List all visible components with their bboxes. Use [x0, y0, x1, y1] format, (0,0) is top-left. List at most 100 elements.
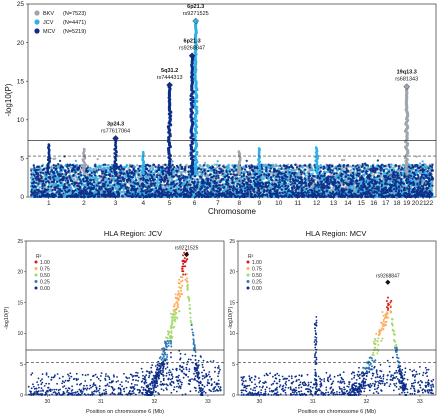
- manhattan-point-mcv: [57, 195, 60, 199]
- manhattan-point-mcv: [254, 173, 257, 176]
- manhattan-point-bkv: [227, 164, 231, 167]
- manhattan-point-mcv: [126, 174, 130, 177]
- manhattan-point-jcv: [193, 178, 197, 181]
- manhattan-point-mcv: [164, 163, 167, 166]
- manhattan-point-mcv: [179, 183, 182, 186]
- manhattan-point-mcv: [161, 166, 164, 169]
- manhattan-point-mcv: [228, 176, 231, 179]
- manhattan-point-mcv: [208, 192, 211, 195]
- manhattan-point-mcv: [213, 189, 216, 192]
- manhattan-point-mcv: [229, 173, 233, 176]
- manhattan-point-mcv: [261, 181, 264, 184]
- manhattan-point-mcv: [228, 190, 232, 194]
- manhattan-point-mcv: [217, 176, 220, 179]
- manhattan-point-mcv: [242, 183, 245, 186]
- manhattan-point-mcv: [104, 180, 107, 184]
- manhattan-point-mcv: [246, 170, 249, 174]
- manhattan-point-mcv: [136, 187, 139, 190]
- manhattan-point-mcv: [56, 170, 59, 174]
- manhattan-point-mcv: [149, 179, 152, 183]
- manhattan-point-mcv: [69, 178, 72, 181]
- manhattan-point-mcv: [79, 171, 82, 174]
- manhattan-point-mcv: [263, 190, 266, 193]
- manhattan-point-mcv: [90, 182, 93, 186]
- manhattan-point-mcv: [187, 170, 190, 173]
- manhattan-point-mcv: [265, 174, 268, 177]
- manhattan-point-mcv: [232, 185, 235, 188]
- manhattan-point-mcv: [152, 173, 156, 177]
- manhattan-point-mcv: [33, 195, 36, 199]
- manhattan-point-mcv: [157, 194, 160, 197]
- manhattan-point-mcv: [179, 188, 183, 192]
- manhattan-point-mcv: [104, 173, 108, 177]
- manhattan-point-jcv: [122, 188, 125, 191]
- manhattan-point-mcv: [58, 188, 62, 191]
- manhattan-point-jcv: [76, 177, 80, 181]
- manhattan-point-mcv: [232, 170, 235, 173]
- manhattan-point-mcv: [232, 181, 235, 184]
- manhattan-point-jcv: [111, 184, 114, 187]
- manhattan-point-mcv: [110, 179, 113, 182]
- manhattan-point-mcv: [207, 195, 210, 199]
- manhattan-point-mcv: [253, 193, 257, 196]
- manhattan-point-jcv: [262, 177, 265, 180]
- manhattan-point-mcv: [66, 176, 69, 179]
- manhattan-point-mcv: [59, 169, 63, 172]
- manhattan-point-mcv: [79, 193, 83, 196]
- manhattan-point-jcv: [124, 165, 127, 169]
- manhattan-point-mcv: [178, 180, 181, 183]
- manhattan-point-mcv: [132, 167, 135, 170]
- manhattan-point-mcv: [45, 177, 48, 181]
- manhattan-point-jcv: [200, 173, 204, 176]
- manhattan-point-mcv: [225, 170, 228, 174]
- manhattan-point-mcv: [225, 179, 229, 182]
- manhattan-point-mcv: [161, 169, 164, 173]
- manhattan-point-mcv: [198, 190, 201, 193]
- manhattan-point-mcv: [169, 183, 173, 186]
- manhattan-point-mcv: [153, 195, 157, 199]
- manhattan-point-jcv: [68, 186, 71, 189]
- manhattan-point-mcv: [148, 195, 151, 199]
- manhattan-point-mcv: [185, 188, 189, 191]
- manhattan-point-mcv: [61, 166, 65, 169]
- manhattan-point-mcv: [133, 185, 136, 188]
- manhattan-point-mcv: [85, 190, 88, 193]
- manhattan-point-mcv: [60, 195, 63, 198]
- manhattan-point-mcv: [251, 168, 254, 171]
- manhattan-point-mcv: [195, 194, 198, 198]
- manhattan-point-mcv: [75, 194, 79, 197]
- manhattan-point-mcv: [47, 176, 50, 179]
- manhattan-point-mcv: [60, 193, 63, 197]
- manhattan-point-mcv: [86, 183, 90, 187]
- manhattan-point-jcv: [188, 180, 191, 183]
- manhattan-point-mcv: [158, 166, 161, 169]
- manhattan-point-mcv: [58, 159, 62, 163]
- manhattan-point-mcv: [57, 173, 61, 176]
- manhattan-point-jcv: [63, 195, 66, 198]
- manhattan-point-mcv: [249, 179, 252, 182]
- manhattan-point-mcv: [54, 167, 58, 170]
- manhattan-point-mcv: [68, 184, 71, 187]
- manhattan-point-mcv: [35, 178, 38, 181]
- manhattan-point-mcv: [144, 180, 148, 183]
- manhattan-point-mcv: [126, 194, 130, 198]
- manhattan-point-mcv: [189, 195, 192, 199]
- manhattan-point-mcv: [212, 180, 215, 183]
- manhattan-point-mcv: [121, 184, 125, 187]
- manhattan-point-mcv: [110, 170, 113, 173]
- manhattan-point-mcv: [128, 192, 132, 195]
- manhattan-point-mcv: [47, 185, 50, 189]
- manhattan-point-mcv: [56, 184, 60, 187]
- manhattan-point-mcv: [174, 194, 178, 198]
- manhattan-point-mcv: [120, 172, 123, 175]
- manhattan-point-mcv: [169, 187, 173, 190]
- manhattan-point-mcv: [57, 163, 60, 166]
- manhattan-point-mcv: [239, 195, 242, 198]
- manhattan-point-mcv: [196, 181, 200, 184]
- manhattan-point-mcv: [228, 170, 231, 173]
- manhattan-point-mcv: [186, 181, 189, 184]
- manhattan-point-mcv: [97, 182, 100, 185]
- manhattan-point-mcv: [31, 192, 34, 196]
- manhattan-point-mcv: [93, 185, 96, 188]
- manhattan-point-mcv: [246, 190, 250, 194]
